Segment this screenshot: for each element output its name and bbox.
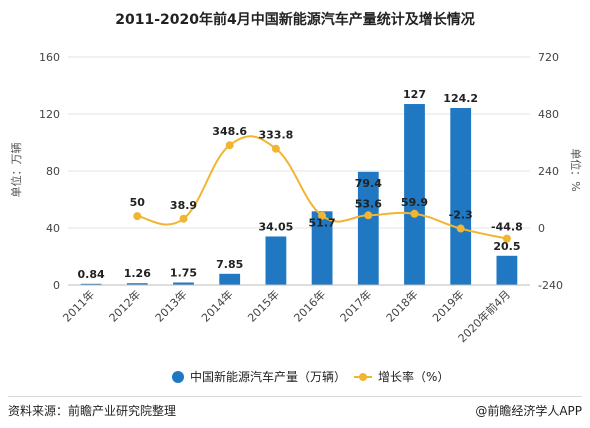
y-tick-label-right: 480 xyxy=(538,108,559,121)
y-tick-label-right: -240 xyxy=(538,279,563,292)
bar xyxy=(357,171,379,285)
line-value-label: 333.8 xyxy=(259,129,294,142)
bar xyxy=(173,282,194,285)
bar xyxy=(496,255,518,285)
line-value-label: -44.8 xyxy=(491,221,523,234)
legend-label-growth: 增长率（%） xyxy=(378,369,449,384)
x-tick-label: 2017年 xyxy=(337,287,374,324)
legend-marker-production xyxy=(172,371,184,383)
line-point xyxy=(318,211,327,220)
x-tick-label: 2013年 xyxy=(152,287,189,324)
footer: 资料来源：前瞻产业研究院整理 @前瞻经济学人APP xyxy=(8,398,582,420)
footer-divider xyxy=(8,396,582,397)
bar xyxy=(404,104,425,286)
brand-credit: @前瞻经济学人APP xyxy=(475,404,582,418)
y-axis-label-right: 单位：% xyxy=(569,148,583,191)
y-tick-label-left: 120 xyxy=(39,108,60,121)
x-tick-label: 2011年 xyxy=(60,287,97,324)
x-tick-label: 2018年 xyxy=(383,287,420,324)
source-note: 资料来源：前瞻产业研究院整理 xyxy=(8,404,177,418)
y-axis-label-left: 单位：万辆 xyxy=(9,143,23,198)
x-tick-label: 2014年 xyxy=(198,287,235,324)
line-value-label: 38.9 xyxy=(170,199,197,212)
x-tick-label: 2012年 xyxy=(106,287,143,324)
y-tick-label-left: 160 xyxy=(39,51,60,64)
y-tick-label-left: 0 xyxy=(53,279,60,292)
line-value-label: 50 xyxy=(130,196,146,209)
bar xyxy=(311,211,333,285)
bar xyxy=(219,273,241,285)
y-tick-label-left: 40 xyxy=(46,222,60,235)
bar-value-label: 7.85 xyxy=(216,258,243,271)
y-tick-label-right: 0 xyxy=(538,222,545,235)
x-tick-label: 2019年 xyxy=(429,287,466,324)
x-tick-label: 2016年 xyxy=(291,287,328,324)
line-value-label: 59.9 xyxy=(401,196,428,209)
bar xyxy=(450,108,472,285)
y-tick-label-right: 240 xyxy=(538,165,559,178)
bar-value-label: 127 xyxy=(403,88,426,101)
line-point xyxy=(364,211,373,220)
x-tick-label: 2015年 xyxy=(245,287,282,324)
bar xyxy=(126,283,148,285)
line-value-label: 53.6 xyxy=(355,197,382,210)
line-point xyxy=(179,214,188,223)
line-point xyxy=(271,144,280,153)
line-point xyxy=(410,209,419,218)
bar-value-label: 124.2 xyxy=(443,92,478,105)
legend-label-production: 中国新能源汽车产量（万辆） xyxy=(190,369,346,384)
line-point xyxy=(225,141,234,150)
line-value-label: -2.3 xyxy=(449,209,473,222)
bar-value-label: 1.26 xyxy=(124,267,151,280)
y-tick-label-left: 80 xyxy=(46,165,60,178)
y-tick-label-right: 720 xyxy=(538,51,559,64)
bar-value-label: 51.7 xyxy=(309,216,336,229)
chart-title: 2011-2020年前4月中国新能源汽车产量统计及增长情况 xyxy=(115,11,474,28)
growth-line xyxy=(137,135,508,240)
bar-value-label: 0.84 xyxy=(78,268,105,281)
bar-value-label: 79.4 xyxy=(355,177,382,190)
line-point xyxy=(133,212,142,221)
bar-value-label: 20.5 xyxy=(493,240,520,253)
line-point xyxy=(502,234,511,243)
line-point xyxy=(456,224,465,233)
legend-marker-growth xyxy=(359,373,367,381)
line-value-label: 348.6 xyxy=(212,125,247,138)
bar xyxy=(80,283,102,285)
bar xyxy=(265,236,287,285)
bar-value-label: 34.05 xyxy=(259,220,294,233)
bar-value-label: 1.75 xyxy=(170,267,197,280)
